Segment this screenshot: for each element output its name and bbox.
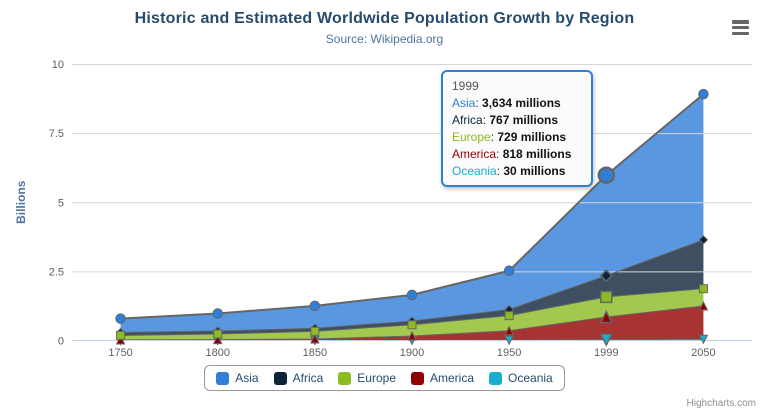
point-america-1750[interactable]	[115, 334, 126, 345]
point-asia-1900[interactable]	[406, 289, 418, 301]
point-asia-2050[interactable]	[698, 88, 709, 100]
legend-swatch-asia	[216, 371, 230, 385]
point-asia-1750[interactable]	[115, 313, 126, 324]
menu-icon	[732, 20, 749, 24]
point-oceania-2050[interactable]	[698, 334, 709, 345]
point-africa-1999[interactable]	[599, 269, 613, 283]
series-area-africa[interactable]	[120, 239, 704, 336]
point-europe-2050[interactable]	[698, 284, 708, 294]
point-europe-1950[interactable]	[504, 311, 514, 321]
legend-swatch-america	[411, 371, 424, 385]
credits-link[interactable]: Highcharts.com	[686, 398, 756, 409]
x-axis-label: 1950	[497, 347, 521, 359]
legend-label: Europe	[357, 371, 396, 385]
point-oceania-1999[interactable]	[599, 333, 613, 347]
menu-icon	[732, 31, 749, 35]
legend-label: America	[430, 371, 475, 385]
y-axis-label: 7.5	[49, 128, 64, 140]
series-area-asia[interactable]	[120, 94, 704, 333]
point-asia-1800[interactable]	[212, 308, 223, 319]
y-axis-label: 2.5	[49, 266, 64, 278]
chart-subtitle: Source: Wikipedia.org	[325, 32, 444, 46]
y-axis-label: 0	[58, 336, 64, 348]
legend-swatch-europe	[338, 371, 352, 385]
legend-box: Asia Africa Europe America Oceania	[204, 365, 565, 391]
legend-item-oceania[interactable]: Oceania	[489, 371, 553, 385]
series-area-america[interactable]	[120, 306, 704, 341]
point-asia-1850[interactable]	[309, 300, 321, 312]
point-africa-2050[interactable]	[698, 235, 709, 245]
point-america-1800[interactable]	[212, 334, 223, 345]
x-axis-label: 1850	[303, 347, 327, 359]
legend: Asia Africa Europe America Oceania	[0, 365, 769, 391]
point-america-1900[interactable]	[407, 330, 417, 341]
point-europe-1900[interactable]	[407, 320, 417, 330]
legend-swatch-africa	[273, 371, 287, 385]
x-axis-label: 1750	[108, 347, 132, 359]
point-europe-1800[interactable]	[213, 329, 223, 339]
legend-item-europe[interactable]: Europe	[338, 371, 396, 385]
y-axis-label: 5	[58, 197, 64, 209]
point-america-1999[interactable]	[599, 309, 613, 324]
y-axis-title: Billions	[14, 180, 28, 224]
x-axis-label: 2050	[691, 347, 715, 359]
x-axis-label: 1999	[594, 347, 618, 359]
y-axis-label: 10	[52, 59, 64, 71]
legend-item-america[interactable]: America	[411, 371, 474, 385]
legend-label: Oceania	[508, 371, 553, 385]
legend-item-africa[interactable]: Africa	[273, 371, 324, 385]
legend-swatch-oceania	[489, 371, 503, 385]
point-america-1950[interactable]	[504, 325, 514, 336]
x-axis-label: 1900	[400, 347, 424, 359]
legend-item-asia[interactable]: Asia	[216, 371, 259, 385]
export-menu-button[interactable]	[732, 20, 749, 35]
point-asia-1999[interactable]	[597, 166, 616, 184]
chart-title: Historic and Estimated Worldwide Populat…	[134, 10, 635, 27]
point-europe-1999[interactable]	[600, 290, 613, 304]
point-europe-1850[interactable]	[310, 326, 320, 336]
legend-label: Africa	[292, 371, 324, 385]
point-europe-1750[interactable]	[116, 330, 126, 340]
legend-label: Asia	[235, 371, 259, 385]
point-america-2050[interactable]	[698, 300, 709, 311]
menu-icon	[732, 25, 749, 30]
point-oceania-1950[interactable]	[504, 335, 514, 346]
point-america-1850[interactable]	[310, 333, 320, 344]
point-asia-1950[interactable]	[503, 265, 515, 277]
x-axis-label: 1800	[205, 347, 229, 359]
